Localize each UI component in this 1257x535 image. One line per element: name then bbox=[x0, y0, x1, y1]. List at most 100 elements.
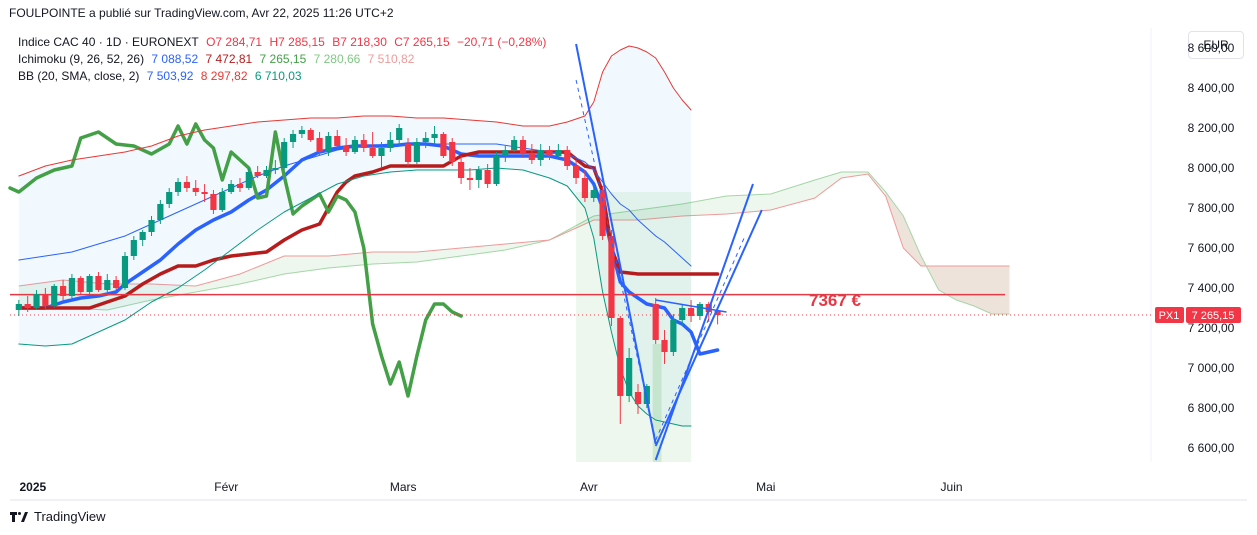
y-tick-label: 7 800,00 bbox=[1188, 201, 1235, 215]
bb-name[interactable]: BB (20, SMA, close, 2) bbox=[18, 69, 140, 83]
candle bbox=[174, 182, 182, 192]
y-tick-label: 7 600,00 bbox=[1188, 241, 1235, 255]
y-tick-label: 8 200,00 bbox=[1188, 121, 1235, 135]
candle bbox=[343, 146, 350, 152]
candle bbox=[422, 138, 429, 142]
ichimoku-v2: 7 472,81 bbox=[205, 52, 253, 66]
x-tick-label: Mai bbox=[756, 480, 775, 494]
green-strip bbox=[652, 344, 662, 462]
candle bbox=[272, 168, 279, 170]
candle bbox=[236, 184, 244, 188]
candle bbox=[608, 236, 615, 318]
candle bbox=[431, 134, 438, 138]
candle bbox=[643, 386, 650, 404]
y-tick-label: 8 400,00 bbox=[1188, 81, 1235, 95]
change-value: −20,71 (−0,28%) bbox=[456, 35, 547, 49]
x-tick-label: Juin bbox=[941, 480, 963, 494]
ichimoku-name[interactable]: Ichimoku (9, 26, 52, 26) bbox=[18, 52, 145, 66]
candle bbox=[254, 172, 261, 176]
candle bbox=[502, 150, 509, 156]
close-value: C7 265,15 bbox=[394, 35, 450, 49]
trend-line bbox=[654, 209, 763, 447]
symbol-name[interactable]: Indice CAC 40 · 1D · EURONEXT bbox=[18, 35, 199, 49]
candle bbox=[572, 166, 580, 178]
candle bbox=[413, 142, 420, 162]
candle bbox=[449, 142, 456, 162]
candle bbox=[493, 156, 500, 184]
candle bbox=[581, 178, 589, 198]
legend-bb: BB (20, SMA, close, 2) 7 503,92 8 297,82… bbox=[18, 68, 550, 85]
candle bbox=[396, 128, 403, 140]
candle bbox=[652, 304, 659, 340]
candle bbox=[59, 286, 67, 296]
candle bbox=[263, 170, 270, 176]
senkou-a-line bbox=[18, 171, 1010, 315]
candle bbox=[219, 192, 226, 210]
candle bbox=[316, 138, 323, 152]
candle bbox=[210, 194, 217, 210]
y-tick-label: 6 800,00 bbox=[1188, 401, 1235, 415]
candle bbox=[511, 140, 518, 150]
trend-line bbox=[654, 183, 754, 461]
ichimoku-cloud bbox=[18, 46, 1010, 426]
trend-line bbox=[575, 43, 657, 445]
y-tick-label: 8 000,00 bbox=[1188, 161, 1235, 175]
candle bbox=[95, 276, 102, 290]
bb-v1: 7 503,92 bbox=[146, 69, 194, 83]
candle bbox=[537, 150, 544, 160]
candle bbox=[696, 304, 704, 316]
time-axis[interactable]: 2025 Févr Mars Avr Mai Juin bbox=[19, 480, 962, 494]
candle bbox=[634, 392, 642, 404]
series-bb-lower bbox=[18, 167, 692, 427]
publish-header: FOULPOINTE a publié sur TradingView.com,… bbox=[9, 6, 394, 20]
ichimoku-v3: 7 265,15 bbox=[259, 52, 307, 66]
cloud-fill-red bbox=[885, 192, 1010, 314]
candle bbox=[281, 142, 288, 168]
resistance-line[interactable] bbox=[10, 293, 1151, 316]
candle bbox=[528, 154, 535, 160]
senkou-b-line bbox=[18, 173, 1010, 287]
candle bbox=[201, 192, 208, 194]
candle bbox=[519, 140, 527, 154]
candle bbox=[679, 308, 686, 320]
legend: Indice CAC 40 · 1D · EURONEXT O7 284,71 … bbox=[18, 34, 550, 85]
price-tag-bg bbox=[1186, 306, 1241, 323]
candle bbox=[714, 311, 721, 315]
candle bbox=[24, 304, 31, 308]
candle bbox=[378, 148, 385, 156]
candle bbox=[192, 188, 199, 192]
candle bbox=[121, 256, 129, 288]
tradingview-logo-icon bbox=[10, 511, 28, 522]
high-value: H7 285,15 bbox=[269, 35, 325, 49]
drawn-lines[interactable] bbox=[575, 43, 763, 461]
candle bbox=[228, 184, 235, 192]
candle bbox=[68, 278, 76, 296]
series-bb-basis bbox=[18, 143, 692, 267]
candle bbox=[33, 294, 40, 308]
candle bbox=[484, 170, 491, 184]
x-tick-label: Mars bbox=[390, 480, 417, 494]
candle bbox=[555, 150, 562, 156]
candle bbox=[546, 150, 553, 156]
series-tenkan bbox=[17, 142, 720, 356]
candle bbox=[475, 170, 482, 180]
candle bbox=[15, 304, 22, 310]
candles bbox=[15, 124, 721, 424]
candle bbox=[705, 304, 712, 312]
legend-ichimoku: Ichimoku (9, 26, 52, 26) 7 088,52 7 472,… bbox=[18, 51, 550, 68]
last-price-marker: PX1 7 265,15 bbox=[1155, 306, 1241, 323]
annotation-7367[interactable]: 7367 € bbox=[809, 291, 862, 310]
y-tick-label: 7 200,00 bbox=[1188, 321, 1235, 335]
bb-v2: 8 297,82 bbox=[200, 69, 248, 83]
candle bbox=[369, 148, 376, 156]
currency-button[interactable]: EUR bbox=[1188, 31, 1244, 59]
x-tick-label: Avr bbox=[580, 480, 598, 494]
candle bbox=[166, 192, 173, 204]
candle bbox=[404, 144, 412, 162]
candle bbox=[387, 140, 394, 148]
candle bbox=[51, 286, 58, 306]
trend-line bbox=[575, 79, 657, 441]
candle bbox=[617, 318, 624, 396]
candle bbox=[148, 220, 155, 232]
price-axis[interactable]: 8 600,008 400,008 200,008 000,007 800,00… bbox=[1188, 41, 1235, 455]
